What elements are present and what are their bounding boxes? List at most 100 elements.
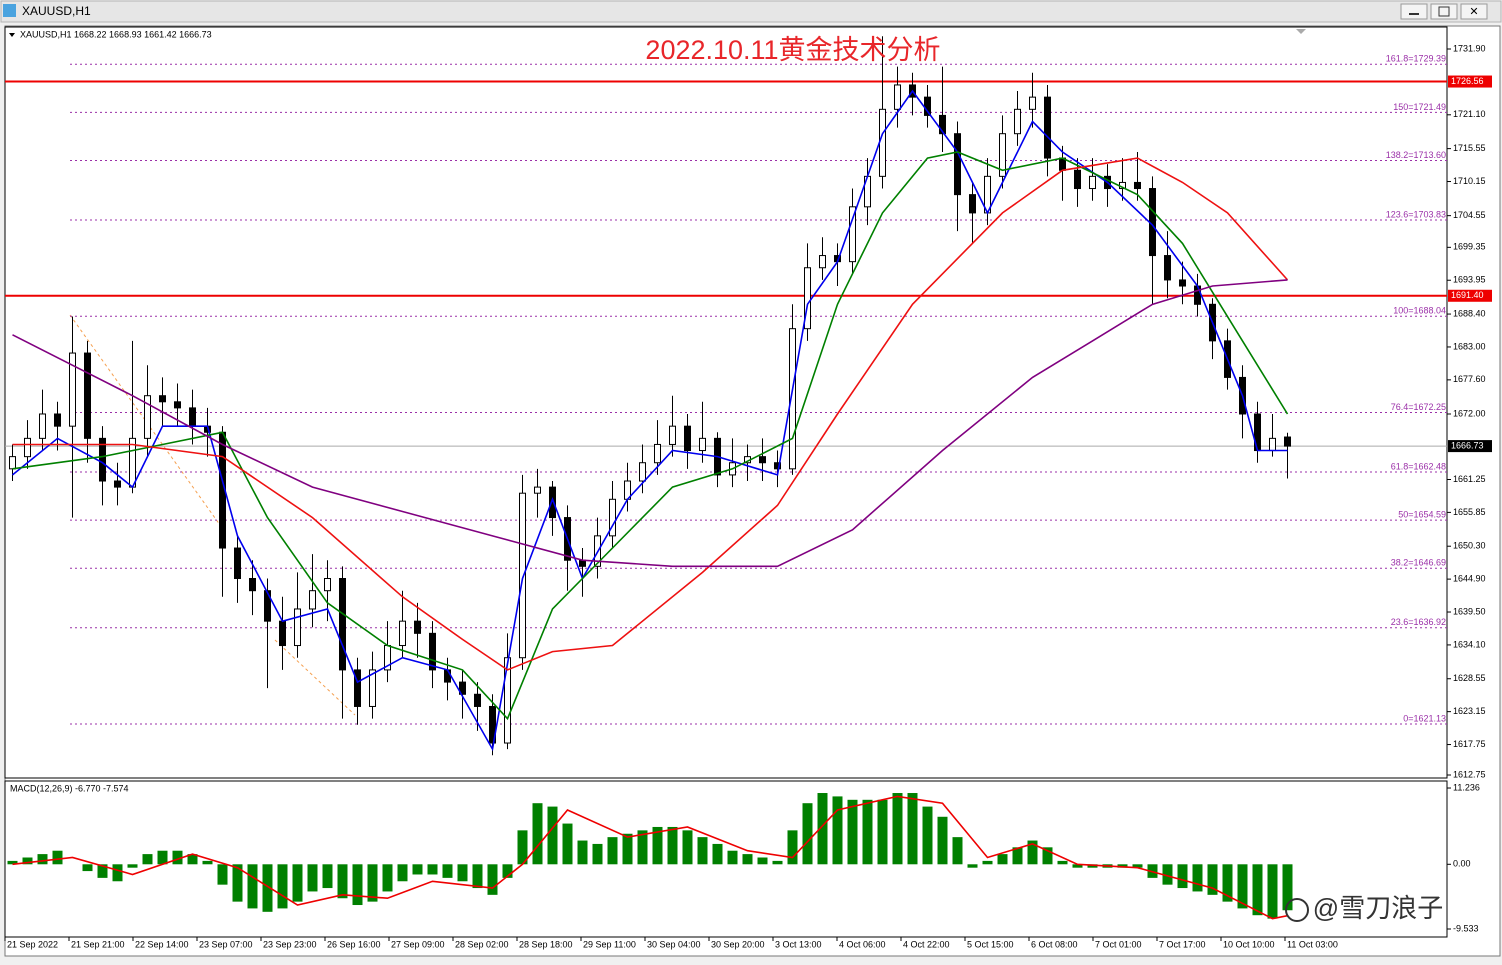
x-tick-label: 7 Oct 01:00 xyxy=(1095,939,1142,949)
candle-body xyxy=(474,693,481,707)
macd-bar xyxy=(322,864,333,889)
macd-bar xyxy=(307,864,318,892)
macd-bar xyxy=(772,860,783,865)
candle-body xyxy=(114,480,121,488)
macd-bar xyxy=(1027,840,1038,865)
x-tick-label: 21 Sep 2022 xyxy=(7,939,58,949)
candle-body xyxy=(249,578,256,592)
candle-body xyxy=(54,413,61,427)
macd-bar xyxy=(967,864,978,868)
candle-body xyxy=(459,681,466,695)
x-tick-label: 21 Sep 21:00 xyxy=(71,939,125,949)
y-tick-label: 1655.85 xyxy=(1453,507,1486,517)
maximize-button[interactable] xyxy=(1430,3,1458,20)
candle-body xyxy=(1074,169,1081,190)
y-tick-label: 1677.60 xyxy=(1453,374,1486,384)
y-tick-label: 1644.90 xyxy=(1453,573,1486,583)
price-panel xyxy=(4,26,1448,779)
minimize-button[interactable] xyxy=(1400,3,1428,20)
candle-body xyxy=(804,267,811,330)
macd-bar xyxy=(607,837,618,865)
macd-bar xyxy=(7,860,18,865)
candle-body xyxy=(1134,181,1141,190)
close-icon: ✕ xyxy=(1469,6,1478,18)
macd-bar xyxy=(592,843,603,865)
indicator-line xyxy=(12,157,1289,671)
macd-bar xyxy=(487,864,498,895)
window-title: XAUUSD,H1 xyxy=(22,4,91,18)
candle-body xyxy=(234,547,241,580)
fib-label: 100=1688.04 xyxy=(1393,306,1446,316)
candle-body xyxy=(84,352,91,439)
price-header: XAUUSD,H1 1668.22 1668.93 1661.42 1666.7… xyxy=(20,29,212,39)
candle-body xyxy=(759,456,766,464)
fib-anchor-line xyxy=(69,314,221,526)
indicator-line xyxy=(12,279,1288,568)
macd-bar xyxy=(622,833,633,865)
candle-body xyxy=(1029,96,1036,110)
candle-body xyxy=(849,206,856,263)
macd-bar xyxy=(217,864,228,885)
x-tick-label: 26 Sep 16:00 xyxy=(327,939,381,949)
macd-bar xyxy=(1252,864,1263,916)
macd-bar xyxy=(577,840,588,865)
macd-bar xyxy=(922,806,933,865)
macd-bar xyxy=(127,864,138,868)
candle-body xyxy=(894,84,901,110)
shift-marker xyxy=(1296,29,1306,34)
macd-bar xyxy=(667,826,678,865)
close-button[interactable] xyxy=(1460,3,1488,20)
chart-title: 2022.10.11黄金技术分析 xyxy=(645,35,940,65)
macd-bar xyxy=(697,837,708,865)
macd-bar xyxy=(82,864,93,872)
y-tick-label: 0.00 xyxy=(1453,859,1471,869)
candle-body xyxy=(1014,108,1021,135)
fib-label: 123.6=1703.83 xyxy=(1386,209,1446,219)
macd-bar xyxy=(1012,847,1023,865)
macd-bar xyxy=(847,799,858,865)
candle-body xyxy=(549,486,556,519)
macd-bar xyxy=(352,864,363,906)
current-price-label: 1666.73 xyxy=(1451,440,1484,450)
candle-body xyxy=(969,194,976,214)
y-tick-label: -9.533 xyxy=(1453,923,1479,933)
macd-bar xyxy=(247,864,258,909)
price-level-label: 1726.56 xyxy=(1451,76,1484,86)
candle-body xyxy=(264,590,271,622)
macd-bar xyxy=(337,864,348,899)
macd-bar xyxy=(382,864,393,892)
candle-body xyxy=(609,498,616,537)
y-tick-label: 1672.00 xyxy=(1453,408,1486,418)
macd-bar xyxy=(682,830,693,865)
fib-label: 38.2=1646.69 xyxy=(1391,558,1446,568)
x-tick-label: 28 Sep 02:00 xyxy=(455,939,509,949)
macd-bar xyxy=(1192,864,1203,892)
macd-bar xyxy=(1057,860,1068,865)
macd-bar xyxy=(1267,864,1278,919)
x-tick-label: 22 Sep 14:00 xyxy=(135,939,189,949)
price-level-box xyxy=(1448,289,1492,302)
y-tick-label: 1721.10 xyxy=(1453,109,1486,119)
candle-body xyxy=(684,425,691,452)
macd-bar xyxy=(22,857,33,865)
candle-body xyxy=(489,705,496,744)
macd-bar xyxy=(832,796,843,865)
candle-body xyxy=(429,632,436,671)
macd-bar xyxy=(982,860,993,865)
candle-body xyxy=(789,328,796,470)
macd-bar xyxy=(1072,864,1083,868)
macd-bar xyxy=(172,850,183,865)
macd-bar xyxy=(802,803,813,865)
y-tick-label: 1612.75 xyxy=(1453,769,1486,779)
candle-body xyxy=(69,352,76,427)
macd-bar xyxy=(1162,864,1173,885)
y-tick-label: 11.236 xyxy=(1453,782,1480,792)
macd-panel xyxy=(4,780,1448,938)
x-tick-label: 11 Oct 03:00 xyxy=(1287,939,1338,949)
macd-bar xyxy=(517,830,528,865)
candle-body xyxy=(369,669,376,707)
x-tick-label: 4 Oct 06:00 xyxy=(839,939,886,949)
x-tick-label: 4 Oct 22:00 xyxy=(903,939,950,949)
candle-body xyxy=(519,492,526,659)
x-tick-label: 6 Oct 08:00 xyxy=(1031,939,1078,949)
